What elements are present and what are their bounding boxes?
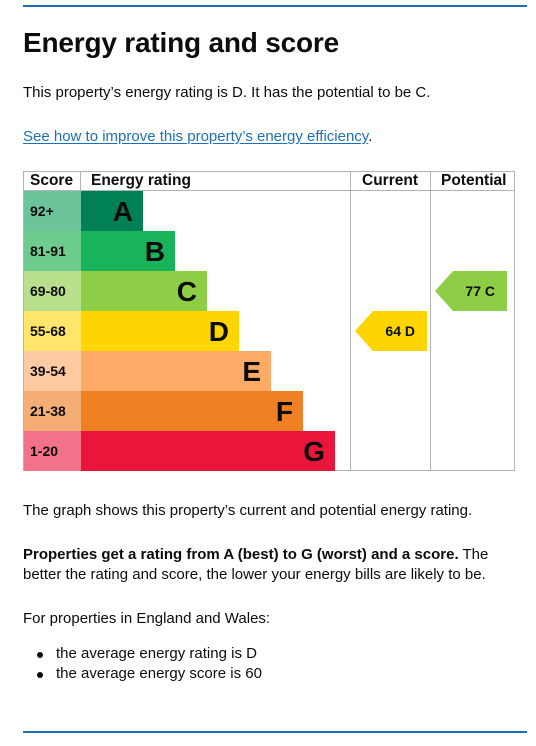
bottom-divider xyxy=(23,731,527,733)
band-score-g: 1-20 xyxy=(24,431,81,471)
list-item: the average energy rating is D xyxy=(23,644,262,664)
band-bar-e: E xyxy=(81,351,271,391)
band-bar-d: D xyxy=(81,311,239,351)
energy-rating-chart: Score Energy rating Current Potential 92… xyxy=(23,171,515,471)
band-bar-a: A xyxy=(81,191,143,231)
header-energy-rating: Energy rating xyxy=(91,172,191,189)
band-score-c: 69-80 xyxy=(24,271,81,311)
band-score-f: 21-38 xyxy=(24,391,81,431)
list-item: the average energy score is 60 xyxy=(23,664,262,684)
band-bar-g: G xyxy=(81,431,335,471)
chart-header-divider xyxy=(23,190,515,191)
band-score-d: 55-68 xyxy=(24,311,81,351)
graph-note: The graph shows this property’s current … xyxy=(23,502,473,519)
page-title: Energy rating and score xyxy=(23,27,339,58)
improve-efficiency-link[interactable]: See how to improve this property’s energ… xyxy=(23,128,369,145)
band-score-e: 39-54 xyxy=(24,351,81,391)
improve-paragraph: See how to improve this property’s energ… xyxy=(23,127,523,147)
rating-info-bold: Properties get a rating from A (best) to… xyxy=(23,546,459,563)
rating-info-rest: The better the rating and score, the low… xyxy=(23,546,489,583)
header-current: Current xyxy=(362,172,418,189)
region-intro: For properties in England and Wales: xyxy=(23,610,271,627)
band-bar-b: B xyxy=(81,231,175,271)
band-bar-f: F xyxy=(81,391,303,431)
averages-list: the average energy rating is D the avera… xyxy=(23,644,262,684)
header-score: Score xyxy=(30,172,74,189)
chart-divider-current xyxy=(430,171,431,471)
header-potential: Potential xyxy=(441,172,507,189)
rating-summary: This property’s energy rating is D. It h… xyxy=(23,84,431,101)
chart-divider-rating xyxy=(350,171,351,471)
rating-info: Properties get a rating from A (best) to… xyxy=(23,545,523,585)
band-score-a: 92+ xyxy=(24,191,81,231)
band-bar-c: C xyxy=(81,271,207,311)
band-score-b: 81-91 xyxy=(24,231,81,271)
top-divider xyxy=(23,5,527,7)
improve-link-suffix: . xyxy=(368,128,373,145)
